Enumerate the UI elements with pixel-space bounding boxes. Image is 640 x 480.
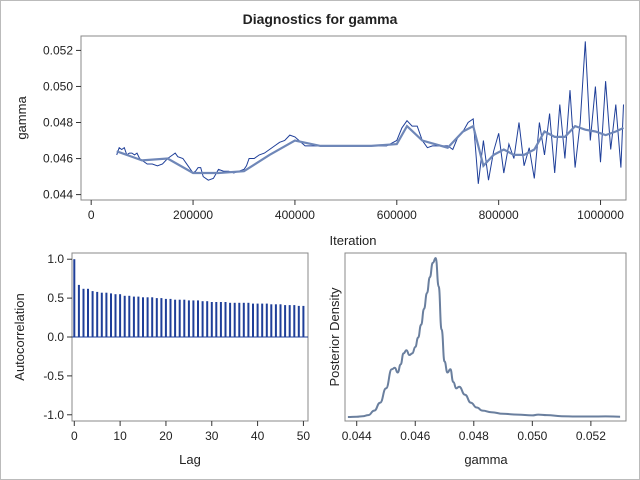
- acf-bar: [151, 297, 154, 337]
- density-x-tick-label: 0.044: [342, 429, 372, 443]
- trace-x-tick-label: 200000: [173, 208, 213, 222]
- acf-bar: [256, 303, 259, 337]
- acf-bar: [288, 305, 291, 337]
- acf-bar: [174, 299, 177, 337]
- acf-bar: [279, 304, 282, 337]
- acf-bar: [238, 302, 241, 337]
- acf-bar: [91, 291, 94, 337]
- acf-y-tick-label: 0.5: [47, 291, 64, 305]
- acf-bar: [178, 299, 181, 337]
- trace-plot-frame: [80, 35, 627, 201]
- acf-bar: [224, 302, 227, 337]
- density-y-label: Posterior Density: [327, 287, 342, 386]
- acf-x-tick-label: 0: [71, 429, 78, 443]
- acf-bar: [297, 305, 300, 337]
- acf-bar: [160, 298, 163, 337]
- trace-smooth-line: [116, 124, 624, 175]
- acf-bar: [183, 299, 186, 337]
- acf-bar: [206, 301, 209, 337]
- acf-bar: [192, 300, 195, 337]
- acf-bar: [96, 291, 99, 337]
- density-curve: [347, 256, 621, 418]
- trace-y-tick-label: 0.048: [43, 116, 73, 130]
- acf-bar: [261, 303, 264, 337]
- acf-bar: [284, 305, 287, 337]
- acf-bar: [229, 302, 232, 337]
- acf-bar: [219, 302, 222, 337]
- acf-bar: [155, 298, 158, 337]
- acf-x-tick-label: 50: [297, 429, 311, 443]
- acf-y-label: Autocorrelation: [12, 293, 27, 380]
- acf-bar: [215, 302, 218, 337]
- acf-bar: [100, 292, 103, 337]
- acf-bar: [123, 295, 126, 337]
- acf-bar: [110, 293, 112, 337]
- trace-y-label: gamma: [14, 96, 29, 140]
- density-x-tick-label: 0.048: [459, 429, 489, 443]
- trace-plot: 0 200000 400000 600000 800000 1000000 0.044 0.0…: [14, 35, 627, 248]
- acf-bar: [265, 303, 268, 337]
- acf-x-tick-label: 30: [205, 429, 219, 443]
- acf-bar: [242, 302, 245, 337]
- acf-bar: [164, 298, 167, 337]
- acf-y-tick-label: -1.0: [43, 408, 64, 422]
- acf-bar: [233, 302, 236, 337]
- acf-bar: [302, 305, 305, 337]
- acf-bar: [247, 302, 250, 337]
- trace-x-tick-label: 1000000: [577, 208, 624, 222]
- density-x-tick-label: 0.046: [400, 429, 430, 443]
- density-x-tick-label: 0.050: [517, 429, 547, 443]
- trace-x-tick-label: 0: [88, 208, 95, 222]
- acf-y-tick-label: -0.5: [43, 369, 64, 383]
- acf-x-tick-label: 20: [159, 429, 173, 443]
- trace-x-tick-label: 600000: [377, 208, 417, 222]
- density-plot-frame: [344, 252, 627, 422]
- density-x-label: gamma: [464, 452, 508, 467]
- acf-bar: [210, 302, 213, 337]
- acf-x-label: Lag: [179, 452, 201, 467]
- acf-bar: [82, 288, 85, 337]
- acf-x-tick-label: 40: [251, 429, 265, 443]
- acf-bar: [119, 294, 122, 337]
- acf-y-tick-label: 0.0: [47, 330, 64, 344]
- acf-bar: [201, 301, 204, 337]
- trace-y-tick-label: 0.046: [43, 152, 73, 166]
- acf-x-tick-label: 10: [113, 429, 127, 443]
- trace-x-tick-label: 400000: [275, 208, 315, 222]
- acf-bar: [105, 292, 108, 337]
- acf-bar: [73, 259, 76, 337]
- trace-x-tick-label: 800000: [479, 208, 519, 222]
- acf-bar: [132, 296, 135, 337]
- acf-bar: [137, 296, 140, 337]
- acf-bar: [77, 284, 80, 337]
- trace-x-label: Iteration: [330, 233, 377, 248]
- trace-y-tick-label: 0.052: [43, 43, 73, 57]
- autocorrelation-plot: 0 10 20 30 40 50 -1.0 -0.5 0.0 0.5 1.0 Lag Autocor…: [12, 252, 310, 467]
- acf-bar: [274, 304, 277, 337]
- acf-y-tick-label: 1.0: [47, 252, 64, 266]
- acf-bar: [128, 295, 131, 337]
- acf-bar: [197, 300, 199, 337]
- acf-bar: [169, 298, 172, 337]
- posterior-density-plot: 0.044 0.046 0.048 0.050 0.052 gamma Posterio…: [327, 252, 627, 467]
- acf-bar: [114, 294, 117, 337]
- trace-y-tick-label: 0.044: [43, 188, 73, 202]
- acf-bar: [142, 297, 144, 337]
- acf-bar: [252, 303, 254, 337]
- acf-bar: [87, 288, 89, 337]
- trace-y-tick-label: 0.050: [43, 79, 73, 93]
- acf-bar: [187, 300, 190, 337]
- figure-title: Diagnostics for gamma: [243, 11, 398, 27]
- acf-bar: [146, 297, 149, 337]
- acf-bar: [293, 305, 296, 337]
- density-x-tick-label: 0.052: [576, 429, 606, 443]
- acf-bar: [270, 304, 273, 337]
